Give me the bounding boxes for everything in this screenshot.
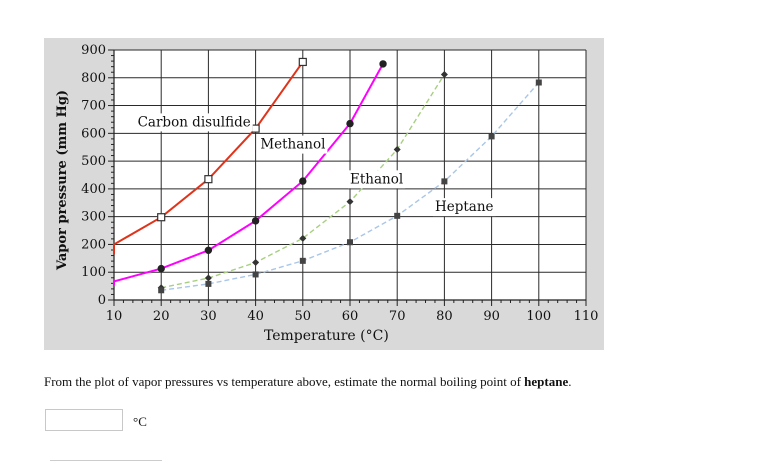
data-point-carbon-disulfide [204, 175, 213, 184]
y-tick-label: 200 [81, 237, 106, 252]
x-tick-label: 50 [295, 309, 312, 324]
x-tick-label: 90 [483, 309, 500, 324]
data-point-methanol [204, 246, 213, 254]
chart-canvas: 10 20 30 40 50 60 70 80 90 100 110 0 100 200 300 400 500… [55, 43, 599, 344]
data-point-ethanol [440, 70, 448, 78]
series-label: Methanol [260, 137, 325, 153]
data-point-carbon-disulfide [251, 124, 260, 133]
y-axis-title: Vapor pressure (mm Hg) [55, 90, 70, 271]
data-point-ethanol [346, 198, 354, 206]
series-label-background [258, 135, 328, 154]
data-point-ethanol [393, 145, 401, 153]
vapor-pressure-chart: 10 20 30 40 50 60 70 80 90 100 110 0 100 200 300 400 500… [44, 38, 604, 350]
series-label-background [348, 170, 406, 189]
x-tick-label: 30 [200, 309, 217, 324]
unit-label: °C [133, 414, 147, 429]
data-point-heptane [158, 287, 165, 294]
data-point-ethanol [252, 259, 260, 266]
divider [50, 460, 162, 461]
data-point-heptane [299, 257, 306, 264]
y-tick-label: 700 [81, 99, 106, 114]
question-bold-term: heptane [524, 374, 569, 389]
data-point-methanol [379, 60, 387, 68]
x-tick-label: 60 [342, 309, 359, 324]
series-label-background [432, 198, 496, 217]
x-tick-label: 110 [574, 309, 599, 324]
x-tick-label: 10 [106, 309, 123, 324]
y-tick-label: 600 [81, 126, 106, 141]
data-point-methanol [346, 119, 354, 128]
series-line-methanol [113, 63, 384, 286]
question-text: From the plot of vapor pressures vs temp… [44, 374, 571, 390]
data-point-ethanol [204, 274, 212, 282]
y-tick-label: 900 [81, 43, 106, 58]
data-point-heptane [394, 212, 401, 219]
x-tick-label: 70 [389, 309, 406, 324]
data-point-methanol [299, 177, 307, 185]
data-point-heptane [535, 79, 542, 86]
data-point-heptane [488, 133, 495, 140]
data-point-heptane [441, 178, 448, 185]
answer-input[interactable] [45, 409, 123, 431]
x-tick-label: 20 [153, 309, 170, 324]
y-tick-label: 0 [98, 293, 106, 308]
x-tick-label: 40 [247, 309, 264, 324]
data-point-methanol [157, 264, 165, 273]
series-label: Carbon disulfide [138, 114, 251, 130]
x-tick-label: 80 [436, 309, 453, 324]
question-suffix: . [568, 374, 572, 389]
y-tick-label: 800 [81, 71, 106, 86]
question-prefix: From the plot of vapor pressures vs temp… [44, 374, 525, 389]
series-label-background [135, 113, 253, 132]
data-point-ethanol [299, 234, 307, 242]
data-point-heptane [347, 239, 353, 246]
y-tick-label: 300 [81, 210, 106, 225]
data-point-heptane [205, 280, 212, 287]
data-point-carbon-disulfide [157, 213, 166, 222]
data-point-carbon-disulfide [298, 57, 307, 67]
x-axis-title: Temperature (°C) [264, 328, 389, 344]
series-line-carbon-disulfide [113, 61, 304, 255]
series-label: Ethanol [350, 171, 403, 187]
x-tick-label: 100 [526, 309, 551, 324]
data-point-heptane [252, 271, 259, 278]
series-label: Heptane [435, 199, 494, 215]
y-tick-label: 500 [81, 154, 106, 169]
data-point-methanol [251, 217, 260, 225]
y-tick-label: 400 [81, 182, 106, 197]
y-tick-label: 100 [81, 265, 106, 280]
